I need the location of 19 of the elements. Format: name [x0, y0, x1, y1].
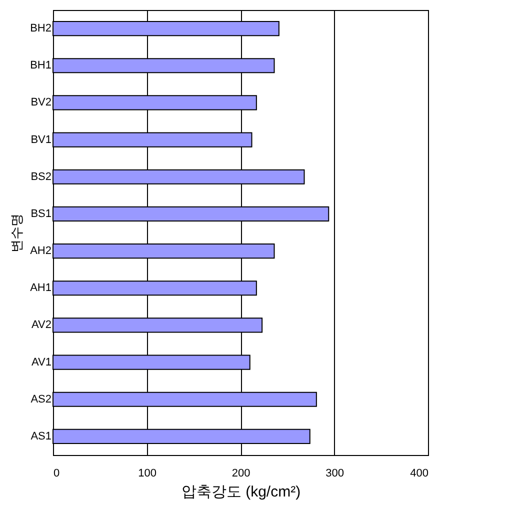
x-tick-label: 200 — [232, 468, 250, 480]
y-tick-label: AH1 — [30, 282, 52, 294]
x-tick-label: 100 — [138, 468, 156, 480]
x-tick-label: 300 — [326, 468, 344, 480]
y-tick-label: BS1 — [30, 208, 52, 220]
x-axis-title: 압축강도 (kg/cm²) — [181, 484, 301, 500]
y-tick-label: BH2 — [30, 22, 52, 35]
y-tick-label: AH2 — [30, 245, 52, 258]
y-tick-label: BV1 — [30, 134, 52, 146]
y-tick-label: AS1 — [30, 430, 52, 442]
y-tick-label: AV1 — [32, 356, 52, 368]
y-axis-title: 변수명 — [9, 214, 24, 252]
x-tick-label: 0 — [54, 468, 60, 480]
y-tick-label: AS2 — [30, 393, 52, 406]
y-tick-label: BV2 — [30, 96, 52, 109]
y-tick-label: BS2 — [30, 170, 52, 183]
y-tick-label: BH1 — [30, 60, 52, 72]
x-tick-label: 400 — [410, 468, 428, 480]
y-tick-label: AV2 — [32, 319, 52, 332]
